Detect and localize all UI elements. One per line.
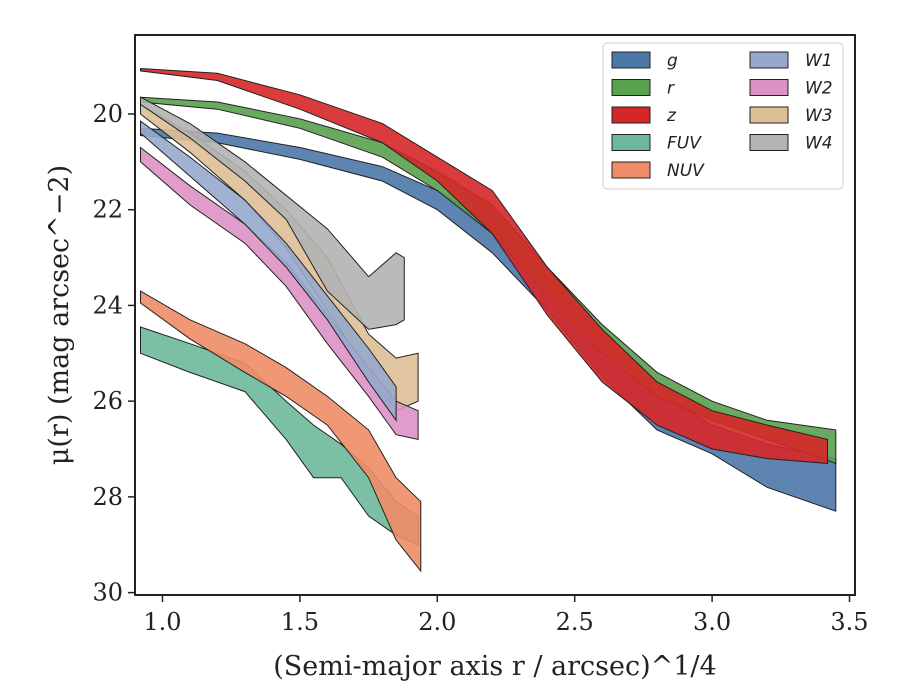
legend-label-W1: W1 [805, 51, 833, 71]
x-tick-label: 2.5 [556, 608, 594, 636]
legend-label-W3: W3 [805, 106, 833, 126]
y-tick-label: 24 [92, 291, 123, 319]
x-tick-label: 3.0 [693, 608, 731, 636]
legend-label-W4: W4 [805, 134, 833, 154]
x-tick-label: 1.0 [143, 608, 181, 636]
legend-label-g: g [667, 51, 678, 71]
legend-swatch-NUV [611, 161, 651, 179]
legend-swatch-W1 [749, 51, 789, 69]
y-tick-label: 22 [92, 196, 123, 224]
x-tick-label: 1.5 [281, 608, 319, 636]
y-axis-label: μ(r) (mag arcsec^−2) [44, 165, 75, 465]
x-tick-label: 3.5 [830, 608, 868, 636]
band-z [140, 67, 828, 464]
legend-swatch-z [611, 106, 651, 124]
legend-label-FUV: FUV [667, 134, 702, 154]
legend: grz FUV NUV W1 W2 W3 W4 [602, 42, 844, 190]
plot-frame [134, 34, 856, 596]
x-axis-label: (Semi-major axis r / arcsec)^1/4 [273, 651, 716, 682]
legend-swatch-W4 [749, 134, 789, 151]
x-axis-ticks: 1.0 1.5 2.0 2.5 3.0 3.5 [143, 595, 869, 636]
y-tick-label: 30 [92, 579, 123, 607]
band-NUV [140, 290, 422, 573]
band-W4 [140, 96, 405, 330]
legend-swatch-FUV [611, 134, 651, 151]
band-W1 [140, 120, 397, 422]
series-bands [140, 67, 837, 573]
legend-label-z: z [666, 106, 677, 126]
y-axis-ticks: 20 22 24 26 28 30 [92, 100, 135, 607]
y-tick-label: 26 [92, 387, 123, 415]
legend-label-W2: W2 [805, 79, 833, 99]
legend-swatch-r [611, 79, 651, 96]
legend-label-NUV: NUV [667, 161, 705, 181]
x-tick-label: 2.0 [418, 608, 456, 636]
y-tick-label: 28 [92, 483, 123, 511]
legend-swatch-g [611, 51, 651, 69]
legend-swatch-W2 [749, 79, 789, 96]
y-tick-label: 20 [92, 100, 123, 128]
legend-swatch-W3 [749, 106, 789, 124]
legend-label-r: r [667, 79, 675, 99]
